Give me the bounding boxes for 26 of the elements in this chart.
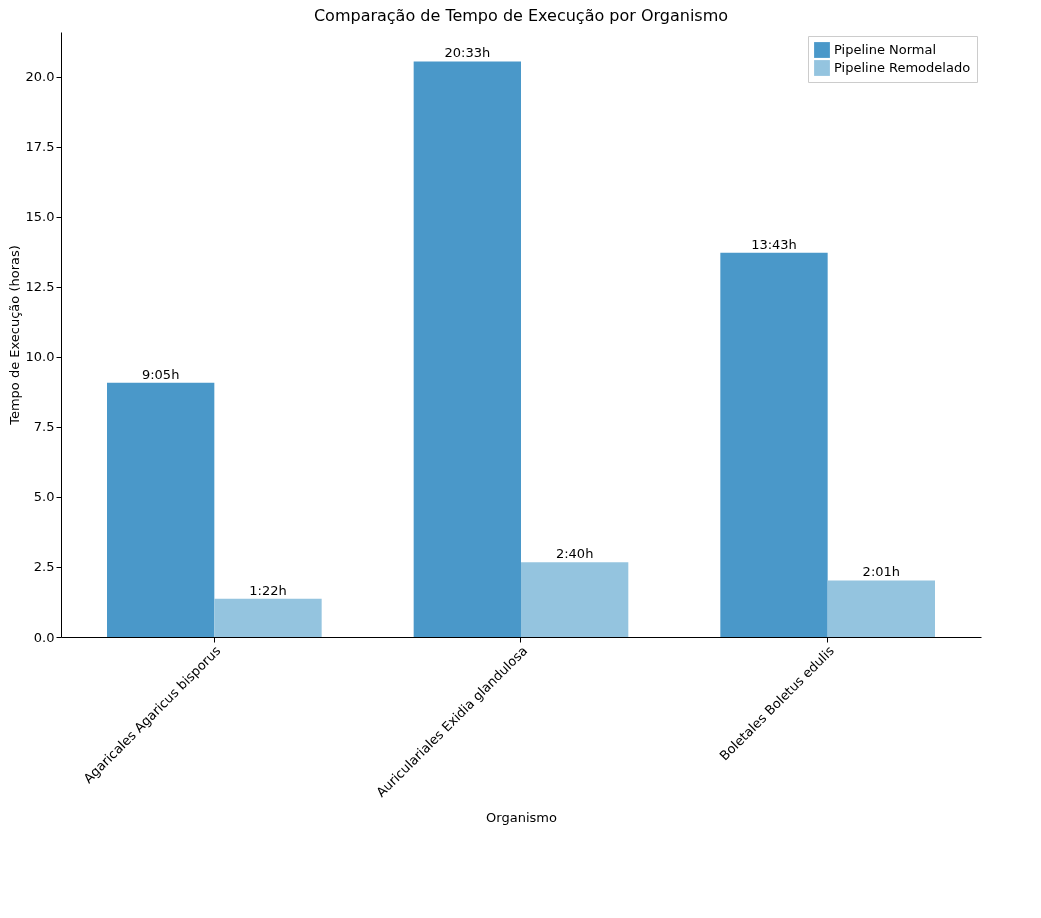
y-tick-label: 10.0 <box>25 349 55 365</box>
y-tick-label: 12.5 <box>25 279 55 295</box>
data-label: 20:33h <box>444 45 491 61</box>
y-tick-label: 15.0 <box>25 209 55 225</box>
x-axis-title: Organismo <box>486 809 557 825</box>
bar <box>107 382 215 637</box>
legend-label: Pipeline Normal <box>834 42 937 57</box>
data-label: 9:05h <box>141 366 180 382</box>
bar <box>827 580 935 637</box>
y-tick-label: 7.5 <box>33 419 55 435</box>
legend-label: Pipeline Remodelado <box>834 60 971 75</box>
y-tick-label: 20.0 <box>25 69 55 85</box>
y-tick-label: 2.5 <box>33 559 55 575</box>
y-tick-label: 5.0 <box>33 489 55 505</box>
data-label: 1:22h <box>249 582 287 598</box>
y-tick-label: 0.0 <box>33 629 55 645</box>
data-label: 13:43h <box>751 236 797 252</box>
chart-title: Comparação de Tempo de Execução por Organismo <box>313 6 729 25</box>
y-axis-title: Tempo de Execução (horas) <box>6 245 22 426</box>
data-label: 2:40h <box>555 546 594 562</box>
data-label: 2:01h <box>862 564 901 580</box>
y-tick-label: 17.5 <box>25 139 55 155</box>
bar <box>521 562 629 637</box>
bar <box>413 61 521 637</box>
bar <box>214 598 322 637</box>
bar <box>720 252 828 637</box>
